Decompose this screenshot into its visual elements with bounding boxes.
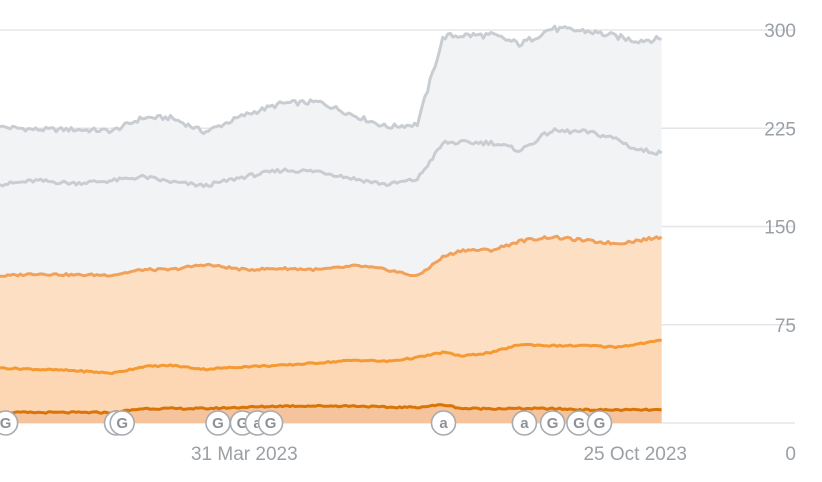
annotation-marker[interactable]: a xyxy=(430,410,457,436)
series-line xyxy=(0,234,663,278)
annotation-marker[interactable]: G xyxy=(0,410,19,436)
annotation-marker[interactable]: G xyxy=(586,410,613,436)
series-area xyxy=(0,340,662,423)
x-tick-label: 25 Oct 2023 xyxy=(583,444,687,465)
series-line xyxy=(0,338,662,376)
annotation-label: G xyxy=(573,415,585,432)
series-lines xyxy=(0,24,663,415)
y-axis-ticks: 0 75 150 225 300 xyxy=(764,21,796,465)
x-tick-label: 31 Mar 2023 xyxy=(191,444,298,465)
annotation-label: G xyxy=(547,415,559,432)
annotation-label: G xyxy=(212,415,224,432)
y-tick-label: 225 xyxy=(764,119,796,140)
series-line xyxy=(0,127,663,189)
y-tick-label: 75 xyxy=(775,316,796,337)
series-areas xyxy=(0,26,662,423)
annotation-label: a xyxy=(439,415,448,432)
annotation-marker[interactable]: G xyxy=(539,410,566,436)
y-tick-label: 300 xyxy=(764,21,796,42)
annotation-marker[interactable]: a xyxy=(511,410,538,436)
annotation-label: G xyxy=(594,415,606,432)
annotation-label: G xyxy=(265,415,277,432)
annotation-markers: GGGGGaGaaGGG xyxy=(0,410,613,436)
y-tick-label: 0 xyxy=(785,444,796,465)
x-axis-ticks: 31 Mar 2023 25 Oct 2023 xyxy=(191,444,687,465)
y-tick-label: 150 xyxy=(764,218,796,239)
annotation-marker[interactable]: G xyxy=(109,410,135,436)
annotation-label: G xyxy=(0,415,11,432)
annotation-label: G xyxy=(116,415,128,432)
annotation-marker[interactable]: G xyxy=(205,410,231,436)
annotation-marker[interactable]: G xyxy=(257,410,284,436)
series-line xyxy=(0,24,662,136)
annotation-label: a xyxy=(520,415,529,432)
annotation-label: G xyxy=(237,415,249,432)
